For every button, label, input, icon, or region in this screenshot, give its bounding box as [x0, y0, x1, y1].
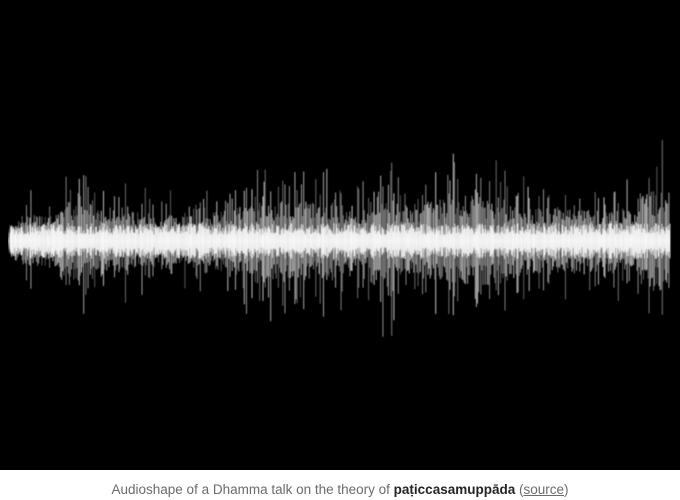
caption-close-paren: )	[564, 482, 569, 497]
waveform-center-band	[8, 228, 670, 254]
figure-caption: Audioshape of a Dhamma talk on the theor…	[0, 481, 680, 499]
waveform-image	[0, 0, 680, 470]
source-link[interactable]: source	[523, 482, 564, 497]
audio-waveform	[8, 140, 671, 337]
caption-term: paṭiccasamuppāda	[393, 482, 516, 497]
caption-text: Audioshape of a Dhamma talk on the theor…	[111, 482, 394, 497]
caption-open-paren: (	[515, 482, 524, 497]
